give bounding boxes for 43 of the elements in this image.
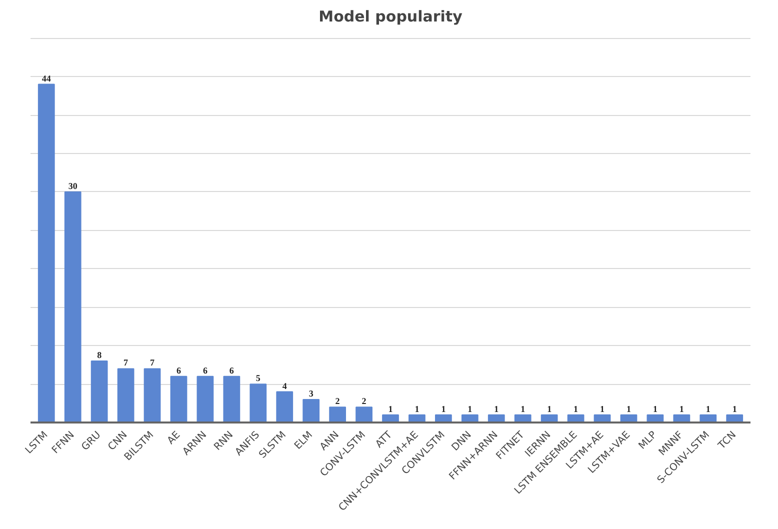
- data-label: 4: [282, 380, 288, 391]
- data-label: 1: [520, 404, 526, 414]
- data-label: 1: [388, 404, 394, 414]
- bar: [90, 360, 108, 422]
- data-label: 6: [202, 365, 208, 376]
- bar: [170, 376, 188, 422]
- bar: [329, 406, 346, 422]
- data-label: 1: [652, 404, 658, 414]
- bar: [223, 376, 240, 422]
- data-label: 1: [414, 404, 420, 414]
- x-tick-label: AE: [166, 430, 183, 447]
- bar: [302, 398, 320, 422]
- data-label: 6: [229, 365, 234, 376]
- data-label: 1: [732, 404, 738, 414]
- data-label: 7: [150, 358, 156, 368]
- chart-title: Model popularity: [318, 8, 463, 26]
- data-label: 5: [256, 373, 261, 384]
- data-label: 1: [494, 404, 500, 414]
- data-label: 8: [97, 350, 102, 360]
- bar: [356, 406, 372, 422]
- data-label: 44: [42, 73, 52, 84]
- bar: [250, 384, 267, 422]
- data-label: 6: [176, 365, 182, 376]
- bar: [117, 368, 134, 422]
- data-label: 1: [706, 404, 711, 414]
- bar: [276, 391, 294, 422]
- x-tick-label: TCN: [716, 430, 739, 452]
- data-label: 1: [600, 404, 606, 414]
- data-label: 1: [468, 404, 473, 414]
- bar: [64, 191, 82, 422]
- bar: [38, 84, 55, 422]
- bar: [144, 368, 161, 422]
- data-label: 1: [441, 404, 446, 414]
- data-label: 1: [547, 404, 552, 414]
- bar: [196, 376, 214, 422]
- data-label: 3: [308, 388, 314, 398]
- data-label: 30: [68, 180, 78, 191]
- data-label: 1: [574, 404, 579, 414]
- data-label: 2: [362, 396, 367, 406]
- data-label: 7: [124, 358, 129, 368]
- data-label: 1: [626, 404, 632, 414]
- data-label: 1: [679, 404, 684, 414]
- data-label: 2: [335, 396, 340, 406]
